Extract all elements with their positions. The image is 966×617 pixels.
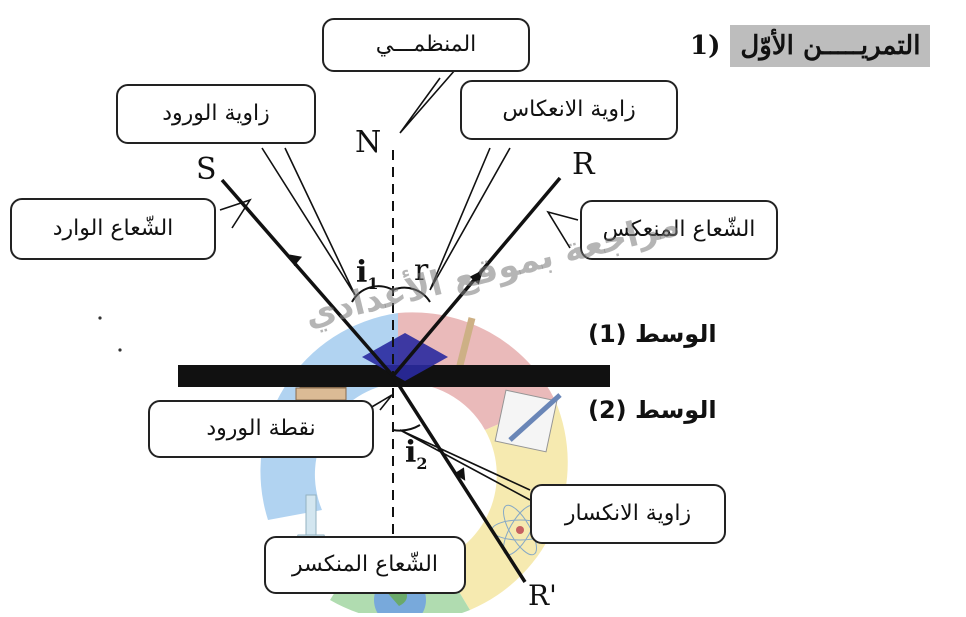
incident-ray-callout: الشّعاع الوارد	[10, 198, 216, 260]
pencil-paper-icon	[494, 389, 562, 453]
point-n-label: N	[355, 125, 382, 160]
incidence-point-callout: نقطة الورود	[148, 400, 374, 458]
refracted-ray-line	[391, 375, 527, 583]
reflected-ray-arrow	[469, 269, 484, 285]
exercise-number: 1)	[690, 31, 721, 61]
incident-ray-line	[220, 178, 395, 378]
angle-r-label: r	[414, 253, 429, 288]
reflected-ray-callout: الشّعاع المنعكس	[580, 200, 778, 260]
angle-i2-arc	[392, 424, 421, 432]
incidence-angle-callout: زاوية الورود	[116, 84, 316, 144]
stray-dot	[118, 348, 122, 352]
callout-pointers	[219, 69, 579, 501]
logo-yellow-segment	[440, 400, 568, 610]
angle-i1-label: i1	[356, 255, 379, 293]
incidence-diamond	[362, 333, 448, 381]
point-s-label: S	[196, 152, 217, 187]
exercise-title: 1) التمريـــــن الأوّل	[690, 25, 931, 67]
angle-r-arc	[392, 286, 431, 303]
incident-ray-arrow	[289, 254, 303, 267]
angle-i1-arc	[351, 285, 394, 303]
point-r-prime-label: R'	[528, 579, 557, 612]
angle-i2-label: i2	[405, 435, 428, 473]
refraction-angle-callout: زاوية الانكسار	[530, 484, 726, 544]
point-r-label: R	[572, 147, 595, 182]
refracted-ray-arrow	[453, 467, 466, 481]
normal-callout: المنظمـــي	[322, 18, 530, 72]
reflection-angle-callout: زاوية الانعكاس	[460, 80, 678, 140]
refracted-ray-callout: الشّعاع المنكسر	[264, 536, 466, 594]
stray-dot	[98, 316, 102, 320]
medium1-label: الوسط (1)	[588, 320, 717, 348]
exercise-title-text: التمريـــــن الأوّل	[730, 25, 931, 67]
medium2-label: الوسط (2)	[588, 396, 717, 424]
